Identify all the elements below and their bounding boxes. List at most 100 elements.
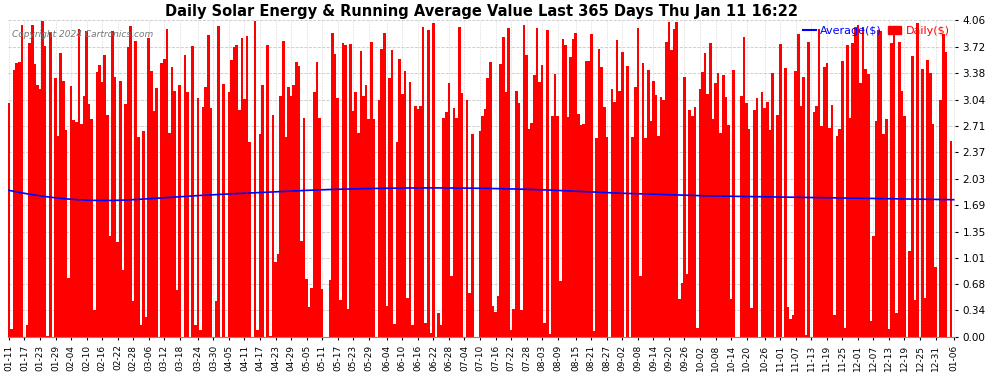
Bar (362, 96, 364, 337)
Text: Copyright 2024 Cartronics.com: Copyright 2024 Cartronics.com (12, 30, 153, 39)
Bar (96, 72, 98, 337)
Bar (122, 270, 124, 337)
Bar (771, 73, 774, 337)
Bar (520, 309, 523, 337)
Bar (646, 70, 649, 337)
Bar (691, 116, 694, 337)
Bar (160, 63, 163, 337)
Bar (722, 75, 725, 337)
Bar (662, 100, 665, 337)
Bar (507, 27, 510, 337)
Bar (755, 98, 758, 337)
Bar (332, 33, 334, 337)
Bar (763, 108, 766, 337)
Bar (539, 82, 541, 337)
Bar (513, 309, 515, 337)
Bar (69, 86, 72, 337)
Bar (616, 40, 619, 337)
Bar (701, 72, 704, 337)
Bar (940, 100, 942, 337)
Bar (494, 312, 497, 337)
Bar (13, 69, 16, 337)
Bar (170, 67, 173, 337)
Title: Daily Solar Energy & Running Average Value Last 365 Days Thu Jan 11 16:22: Daily Solar Energy & Running Average Val… (164, 4, 798, 19)
Bar (834, 315, 836, 337)
Bar (414, 106, 417, 337)
Bar (794, 70, 797, 337)
Bar (217, 26, 220, 337)
Bar (922, 69, 924, 337)
Bar (419, 106, 422, 337)
Bar (942, 34, 944, 337)
Bar (784, 68, 787, 337)
Bar (890, 42, 893, 337)
Bar (670, 50, 673, 337)
Bar (44, 46, 47, 337)
Bar (290, 96, 292, 337)
Bar (440, 325, 443, 337)
Bar (741, 96, 742, 337)
Bar (452, 108, 455, 337)
Bar (518, 103, 520, 337)
Bar (194, 325, 197, 337)
Bar (117, 242, 119, 337)
Bar (885, 119, 888, 337)
Bar (244, 99, 246, 337)
Bar (854, 27, 856, 337)
Bar (295, 62, 298, 337)
Bar (577, 114, 579, 337)
Bar (191, 46, 194, 337)
Bar (163, 59, 165, 337)
Bar (337, 98, 339, 337)
Bar (186, 92, 189, 337)
Bar (747, 129, 750, 337)
Bar (258, 134, 261, 337)
Bar (877, 30, 880, 337)
Bar (828, 128, 831, 337)
Bar (438, 313, 440, 337)
Bar (300, 241, 303, 337)
Bar (450, 276, 452, 337)
Bar (404, 71, 406, 337)
Bar (388, 78, 391, 337)
Bar (313, 92, 316, 337)
Bar (553, 74, 556, 337)
Bar (233, 47, 236, 337)
Bar (787, 307, 789, 337)
Bar (311, 288, 313, 337)
Bar (627, 66, 629, 337)
Bar (546, 30, 548, 337)
Bar (831, 105, 834, 337)
Bar (72, 120, 75, 337)
Bar (634, 87, 637, 337)
Bar (372, 119, 375, 337)
Bar (292, 85, 295, 337)
Bar (802, 77, 805, 337)
Bar (642, 63, 644, 337)
Bar (430, 333, 432, 337)
Bar (821, 126, 823, 337)
Bar (42, 21, 44, 337)
Bar (851, 43, 854, 337)
Bar (47, 336, 50, 337)
Bar (859, 83, 861, 337)
Bar (935, 267, 937, 337)
Bar (818, 28, 821, 337)
Bar (574, 33, 577, 337)
Bar (699, 89, 701, 337)
Bar (401, 94, 404, 337)
Bar (364, 85, 367, 337)
Bar (510, 330, 513, 337)
Bar (90, 119, 93, 337)
Bar (848, 118, 851, 337)
Bar (649, 121, 652, 337)
Bar (595, 138, 598, 337)
Bar (458, 27, 460, 337)
Bar (733, 70, 735, 337)
Bar (152, 111, 155, 337)
Bar (556, 116, 559, 337)
Bar (178, 86, 181, 337)
Bar (486, 78, 489, 337)
Bar (124, 104, 127, 337)
Bar (600, 67, 603, 337)
